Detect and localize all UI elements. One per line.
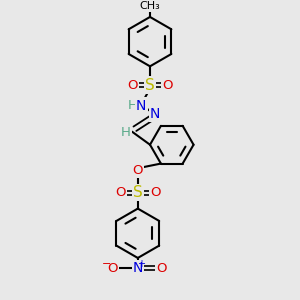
Text: O: O <box>107 262 118 275</box>
Text: O: O <box>156 262 166 275</box>
Text: O: O <box>127 79 138 92</box>
Text: O: O <box>133 164 143 177</box>
Text: CH₃: CH₃ <box>140 1 160 11</box>
Text: S: S <box>145 78 155 93</box>
Text: +: + <box>137 259 145 269</box>
Text: O: O <box>115 186 126 199</box>
Text: −: − <box>102 259 112 269</box>
Text: N: N <box>150 107 160 121</box>
Text: H: H <box>128 99 137 112</box>
Text: O: O <box>150 186 160 199</box>
Text: N: N <box>133 261 143 275</box>
Text: S: S <box>133 185 143 200</box>
Text: N: N <box>136 98 146 112</box>
Text: O: O <box>162 79 173 92</box>
Text: H: H <box>121 126 130 139</box>
